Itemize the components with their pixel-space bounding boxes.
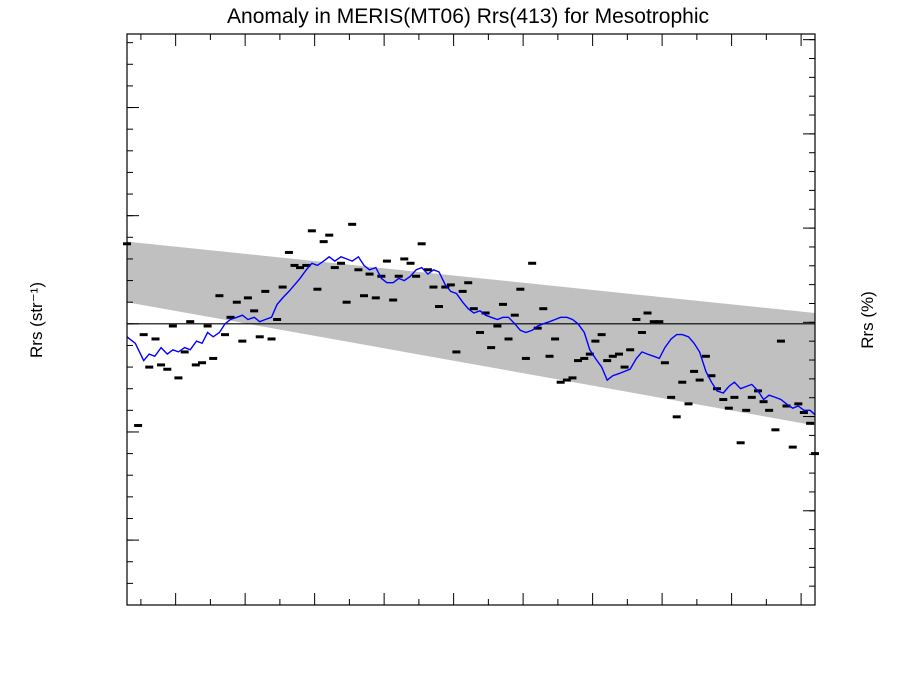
y-axis-right-title: Rrs (%) [858, 291, 877, 349]
plot-area [123, 33, 819, 606]
running-mean-line [126, 255, 816, 416]
y-axis-left-title: Rrs (str⁻¹) [27, 282, 46, 358]
plot-frame [126, 33, 816, 606]
chart-title: Anomaly in MERIS(MT06) Rrs(413) for Meso… [227, 5, 709, 28]
confidence-band [127, 241, 815, 426]
